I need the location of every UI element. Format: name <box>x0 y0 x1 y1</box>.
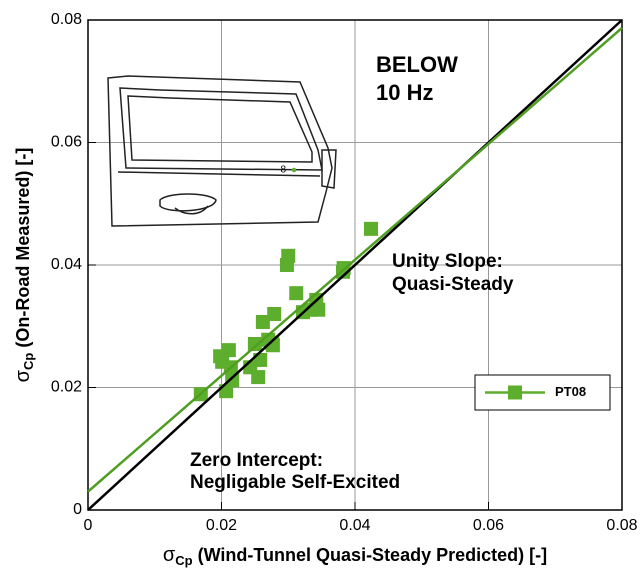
marker <box>289 286 303 300</box>
y-tick-label: 0.08 <box>51 11 82 28</box>
y-tick-label: 0.06 <box>51 134 82 151</box>
label-text: (Wind-Tunnel Quasi-Steady Predicted) [-] <box>193 545 548 565</box>
symbol: σ <box>163 544 176 566</box>
y-tick-label: 0 <box>73 501 82 518</box>
annotation: Quasi-Steady <box>392 274 514 295</box>
marker <box>225 373 239 387</box>
y-tick-label: 0.04 <box>51 256 82 273</box>
legend-marker <box>508 386 522 400</box>
x-tick-label: 0.02 <box>206 517 237 534</box>
legend-label: PT08 <box>555 384 586 399</box>
annotation: BELOW <box>376 52 458 77</box>
subscript: Cp <box>175 553 192 568</box>
annotation: Zero Intercept: <box>190 450 323 471</box>
annotation: Unity Slope: <box>392 251 503 272</box>
marker <box>364 222 378 236</box>
label-text: (On-Road Measured) [-] <box>13 148 33 353</box>
marker <box>222 343 236 357</box>
x-tick-label: 0.08 <box>606 517 637 534</box>
y-axis-label: σCp (On-Road Measured) [-] <box>12 148 36 383</box>
marker <box>281 249 295 263</box>
marker <box>267 307 281 321</box>
symbol: σ <box>12 369 34 382</box>
x-tick-label: 0.06 <box>473 517 504 534</box>
x-tick-label: 0.04 <box>339 517 370 534</box>
y-tick-label: 0.02 <box>51 379 82 396</box>
marker <box>251 370 265 384</box>
annotation: Negligable Self-Excited <box>190 472 400 493</box>
inset-label: 8 <box>280 165 286 176</box>
x-axis-label: σCp (Wind-Tunnel Quasi-Steady Predicted)… <box>163 544 547 568</box>
annotation: 10 Hz <box>376 80 433 105</box>
subscript: Cp <box>21 353 36 370</box>
x-tick-label: 0 <box>84 517 93 534</box>
chart: 8 BELOW 10 Hz Unity Slope: Quasi-Steady … <box>0 0 644 572</box>
legend: PT08 <box>475 375 610 410</box>
